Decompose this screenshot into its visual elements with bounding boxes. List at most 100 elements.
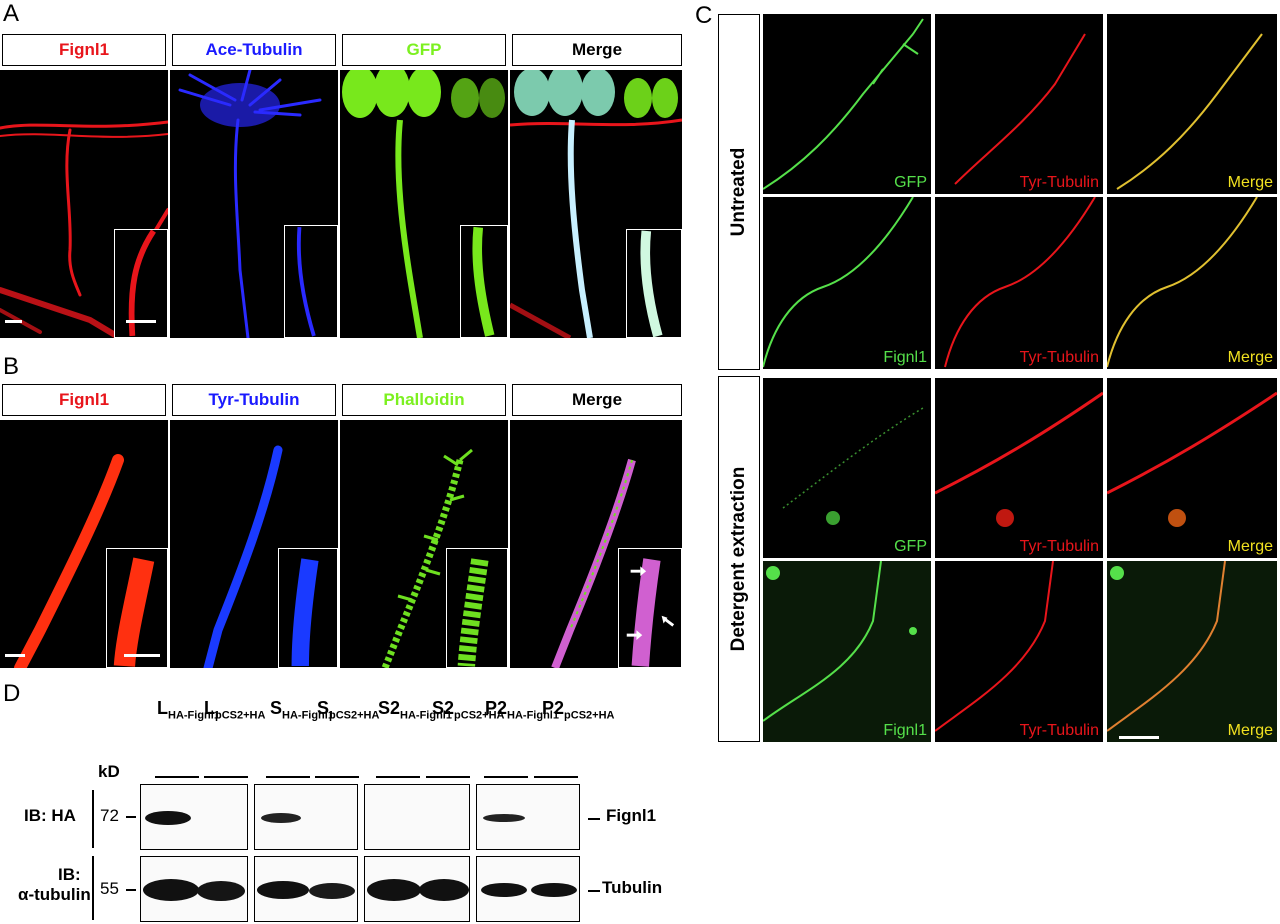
panel-a-header-gfp: GFP — [342, 34, 506, 66]
panel-c-group-label: Detergent extraction — [728, 466, 749, 652]
panel-c-row4-label-merge: Merge — [1227, 722, 1273, 739]
band-label-fignl1: Fignl1 — [606, 806, 657, 825]
panel-b-header-merge: Merge — [512, 384, 682, 416]
panel-b-header-tyr-tubulin: Tyr-Tubulin — [172, 384, 336, 416]
blot-ha-s2 — [364, 784, 470, 850]
lane-label: S2HA-Fignl1 — [378, 698, 452, 722]
panel-c-row1-label-tyr-tubulin: Tyr-Tubulin — [1019, 174, 1099, 191]
lane-underline — [204, 776, 248, 778]
panel-a-header-fignl1: Fignl1 — [2, 34, 166, 66]
band-label-tubulin: Tubulin — [602, 878, 663, 897]
kd-unit: kD — [98, 762, 120, 781]
panel-letter-d: D — [3, 680, 21, 707]
band — [481, 883, 527, 897]
panel-c-row2-label-merge: Merge — [1227, 349, 1273, 366]
panel-b-merge-inset — [618, 548, 682, 668]
blot-tubulin-l — [140, 856, 248, 922]
panel-b-header-phalloidin: Phalloidin — [342, 384, 506, 416]
panel-c-group-untreated: Untreated — [718, 14, 760, 370]
panel-c-row3-gfp-image: GFP — [763, 378, 931, 558]
panel-b-fignl1-inset — [106, 548, 168, 668]
band-marker-line — [588, 890, 600, 892]
row-divider — [92, 790, 94, 848]
lane-underline — [315, 776, 359, 778]
panel-c-row2-label-fignl1: Fignl1 — [883, 349, 927, 366]
row-divider — [92, 856, 94, 920]
panel-a-fignl1-image — [0, 70, 168, 338]
scale-bar-inset — [126, 320, 156, 323]
scale-bar — [5, 320, 22, 323]
band — [367, 879, 421, 901]
panel-c-row1-label-gfp: GFP — [894, 174, 927, 191]
ib-label-ha: IB: HA — [24, 806, 76, 825]
band — [257, 881, 309, 899]
panel-a-ace-tubulin-inset — [284, 225, 338, 338]
mw-marker-72: 72 — [100, 806, 119, 825]
panel-letter-b: B — [3, 353, 20, 380]
panel-letter-a: A — [3, 0, 20, 27]
panel-c-row1-label-merge: Merge — [1227, 174, 1273, 191]
lane-underline — [266, 776, 310, 778]
panel-a-gfp-inset — [460, 225, 508, 338]
panel-b-merge-image — [510, 420, 682, 668]
ib-label-tubulin: IB: — [58, 865, 81, 884]
panel-a-merge-image — [510, 70, 682, 338]
panel-b-phalloidin-inset — [446, 548, 508, 668]
lane-underline — [426, 776, 470, 778]
scale-bar — [1119, 736, 1159, 739]
ib-label-tubulin-line2: α-tubulin — [18, 885, 91, 904]
band — [261, 813, 301, 823]
lane-underline — [155, 776, 199, 778]
band — [145, 811, 191, 825]
panel-c-row3-tyr-tubulin-image: Tyr-Tubulin — [935, 378, 1103, 558]
panel-c-row2-merge-image: Merge — [1107, 197, 1277, 369]
panel-c-row4-tyr-tubulin-image: Tyr-Tubulin — [935, 561, 1103, 742]
panel-c-row2-label-tyr-tubulin: Tyr-Tubulin — [1019, 349, 1099, 366]
lane-underline — [534, 776, 578, 778]
panel-c-group-label: Untreated — [728, 147, 749, 237]
band — [419, 879, 469, 901]
panel-letter-c: C — [695, 2, 713, 29]
panel-a-header-ace-tubulin: Ace-Tubulin — [172, 34, 336, 66]
panel-c-group-detergent: Detergent extraction — [718, 376, 760, 742]
lane-label: SpCS2+HA — [317, 698, 380, 722]
mw-marker-55: 55 — [100, 879, 119, 898]
blot-tubulin-p2 — [476, 856, 580, 922]
lane-label: SHA-Fignl1 — [270, 698, 334, 722]
mw-tick — [126, 889, 136, 891]
scale-bar-inset — [124, 654, 160, 657]
panel-c-row3-merge-image: Merge — [1107, 378, 1277, 558]
band-marker-line — [588, 818, 600, 820]
blot-tubulin-s2 — [364, 856, 470, 922]
band — [531, 883, 577, 897]
panel-c-row4-merge-image: Merge — [1107, 561, 1277, 742]
blot-ha-p2 — [476, 784, 580, 850]
band — [143, 879, 199, 901]
panel-b-phalloidin-image — [340, 420, 508, 668]
band — [197, 881, 245, 901]
panel-c-row4-fignl1-image: Fignl1 — [763, 561, 931, 742]
band — [483, 814, 525, 822]
panel-c-row2-tyr-tubulin-image: Tyr-Tubulin — [935, 197, 1103, 369]
panel-b-fignl1-image — [0, 420, 168, 668]
lane-label: P2pCS2+HA — [542, 698, 615, 722]
panel-b-header-fignl1: Fignl1 — [2, 384, 166, 416]
blot-ha-s — [254, 784, 358, 850]
lane-underline — [376, 776, 420, 778]
panel-c-row1-gfp-image: GFP — [763, 14, 931, 194]
panel-a-gfp-image — [340, 70, 508, 338]
scale-bar — [5, 654, 25, 657]
panel-a-ace-tubulin-image — [170, 70, 338, 338]
panel-c-row4-label-fignl1: Fignl1 — [883, 722, 927, 739]
panel-c-row1-merge-image: Merge — [1107, 14, 1277, 194]
panel-c-row3-label-tyr-tubulin: Tyr-Tubulin — [1019, 538, 1099, 555]
lane-label: P2HA-Fignl1 — [485, 698, 559, 722]
lane-label: LpCS2+HA — [204, 698, 266, 722]
panel-a-merge-inset — [626, 229, 682, 338]
lane-underline — [484, 776, 528, 778]
lane-label: LHA-Fignl1 — [157, 698, 220, 722]
lane-label: S2pCS2+HA — [432, 698, 505, 722]
band — [309, 883, 355, 899]
panel-c-row2-fignl1-image: Fignl1 — [763, 197, 931, 369]
blot-ha-l — [140, 784, 248, 850]
